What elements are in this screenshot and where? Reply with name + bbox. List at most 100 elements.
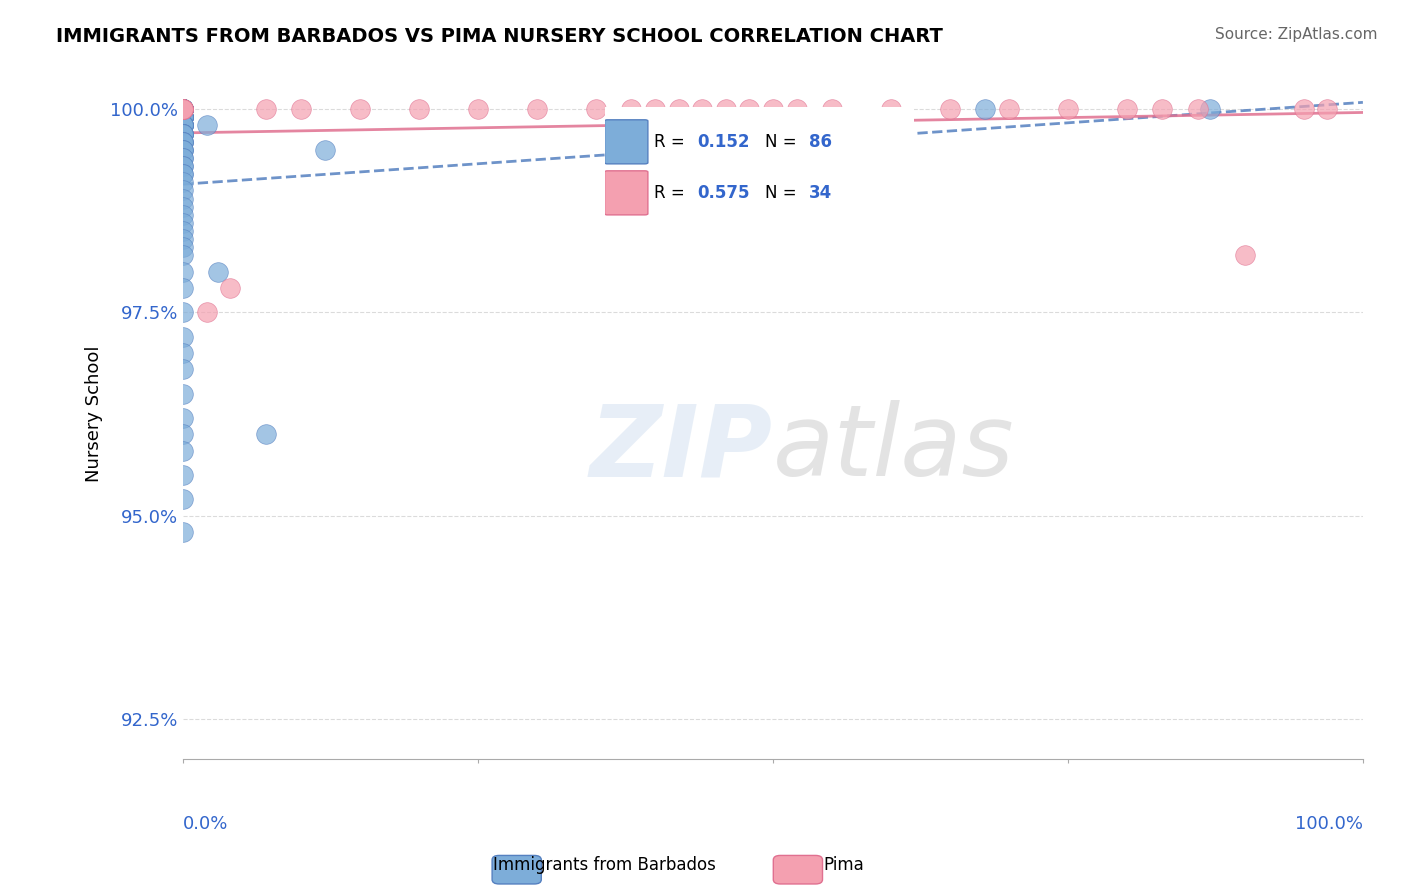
Text: Immigrants from Barbados: Immigrants from Barbados [494,856,716,874]
Point [172,135,194,149]
Point [172,102,194,116]
Point [172,411,194,425]
Point [620,102,643,116]
Point [349,102,371,116]
Point [172,224,194,238]
Point [195,119,218,133]
Text: 0.152: 0.152 [697,133,749,151]
Point [738,102,761,116]
Point [314,143,336,157]
Point [172,102,194,116]
Text: 0.0%: 0.0% [183,814,229,833]
Point [172,102,194,116]
Point [172,151,194,165]
Text: 0.575: 0.575 [697,184,749,202]
Point [172,102,194,116]
Text: N =: N = [765,184,803,202]
Point [1316,102,1339,116]
Point [172,110,194,124]
Point [172,127,194,141]
Point [939,102,962,116]
Point [172,102,194,116]
Point [172,102,194,116]
Point [172,159,194,173]
Point [172,143,194,157]
Point [172,119,194,133]
Point [172,119,194,133]
Point [408,102,430,116]
Point [172,102,194,116]
Point [172,102,194,116]
Point [585,102,607,116]
Point [1116,102,1139,116]
Point [172,102,194,116]
Text: ZIP: ZIP [591,400,773,497]
Point [172,102,194,116]
Point [172,135,194,149]
Text: 100.0%: 100.0% [1295,814,1362,833]
Point [172,127,194,141]
Point [172,110,194,124]
Point [172,192,194,206]
Point [172,159,194,173]
Point [219,281,242,295]
Point [974,102,997,116]
Point [172,102,194,116]
Point [172,119,194,133]
Point [172,240,194,254]
Point [526,102,548,116]
Point [172,119,194,133]
Point [172,492,194,507]
Point [172,208,194,222]
Point [1233,248,1256,262]
Point [1057,102,1080,116]
Text: R =: R = [654,133,690,151]
Point [254,102,277,116]
Point [172,127,194,141]
Text: R =: R = [654,184,690,202]
Point [172,102,194,116]
Point [172,232,194,246]
Point [172,167,194,181]
Point [172,110,194,124]
Point [172,110,194,124]
Point [467,102,489,116]
Point [172,443,194,458]
Point [172,135,194,149]
Point [644,102,666,116]
Point [172,102,194,116]
Point [172,143,194,157]
Text: 86: 86 [808,133,832,151]
Point [1187,102,1209,116]
Point [172,346,194,360]
Point [172,119,194,133]
Point [1292,102,1315,116]
Point [172,110,194,124]
Point [172,119,194,133]
Point [172,110,194,124]
Point [172,102,194,116]
Point [172,102,194,116]
Point [172,119,194,133]
Point [172,265,194,279]
Point [172,216,194,230]
Point [172,110,194,124]
Point [880,102,903,116]
Point [254,427,277,442]
Text: IMMIGRANTS FROM BARBADOS VS PIMA NURSERY SCHOOL CORRELATION CHART: IMMIGRANTS FROM BARBADOS VS PIMA NURSERY… [56,27,943,45]
Point [290,102,312,116]
Point [172,281,194,295]
Point [172,184,194,198]
Point [172,524,194,539]
Point [714,102,737,116]
Point [172,102,194,116]
Point [172,127,194,141]
Point [690,102,713,116]
Point [172,427,194,442]
Y-axis label: Nursery School: Nursery School [86,346,103,483]
Point [1198,102,1220,116]
Point [172,102,194,116]
Point [762,102,785,116]
Point [172,102,194,116]
Point [172,248,194,262]
